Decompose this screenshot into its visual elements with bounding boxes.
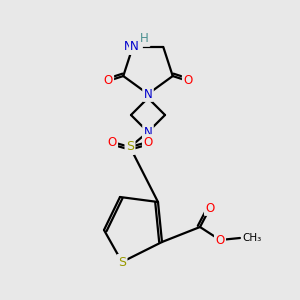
Text: O: O — [183, 74, 193, 88]
Text: H: H — [140, 32, 149, 46]
Text: CH₃: CH₃ — [242, 233, 261, 243]
Text: N: N — [144, 125, 152, 139]
Text: O: O — [206, 202, 214, 214]
Text: O: O — [215, 233, 225, 247]
Text: NH: NH — [124, 40, 142, 53]
Text: O: O — [143, 136, 153, 148]
Text: O: O — [103, 74, 113, 88]
Text: S: S — [126, 140, 134, 154]
Text: O: O — [107, 136, 117, 148]
Text: N: N — [144, 88, 152, 100]
Text: S: S — [118, 256, 126, 268]
Text: N: N — [130, 40, 139, 53]
